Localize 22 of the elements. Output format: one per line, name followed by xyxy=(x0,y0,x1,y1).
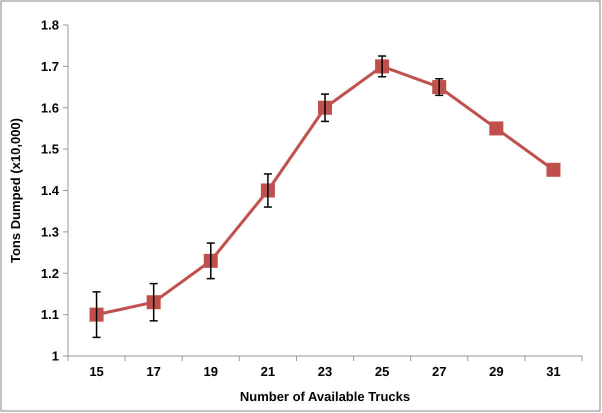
x-tick-label: 15 xyxy=(89,364,104,379)
x-tick-label: 23 xyxy=(318,364,332,379)
x-tick-label: 21 xyxy=(260,364,276,379)
y-tick-label: 1.8 xyxy=(40,18,59,33)
y-tick-label: 1.4 xyxy=(40,183,60,198)
y-axis-title: Tons Dumped (x10,000) xyxy=(8,118,23,263)
y-tick-label: 1.3 xyxy=(40,224,59,240)
x-axis-title: Number of Available Trucks xyxy=(240,389,410,404)
y-tick-label: 1 xyxy=(52,348,59,364)
x-tick-label: 27 xyxy=(432,364,446,379)
x-tick-label: 19 xyxy=(204,364,218,379)
y-tick-label: 1.7 xyxy=(40,58,59,74)
x-tick-label: 17 xyxy=(146,364,161,379)
x-tick-label: 31 xyxy=(546,364,561,379)
point xyxy=(546,162,560,177)
y-tick-label: 1.2 xyxy=(40,266,59,281)
y-tick-label: 1.6 xyxy=(40,100,59,116)
x-tick-label: 29 xyxy=(489,364,504,379)
point xyxy=(489,121,504,136)
y-tick-label: 1.5 xyxy=(40,142,59,157)
y-tick-label: 1.1 xyxy=(40,307,59,322)
x-tick-label: 25 xyxy=(374,364,390,379)
